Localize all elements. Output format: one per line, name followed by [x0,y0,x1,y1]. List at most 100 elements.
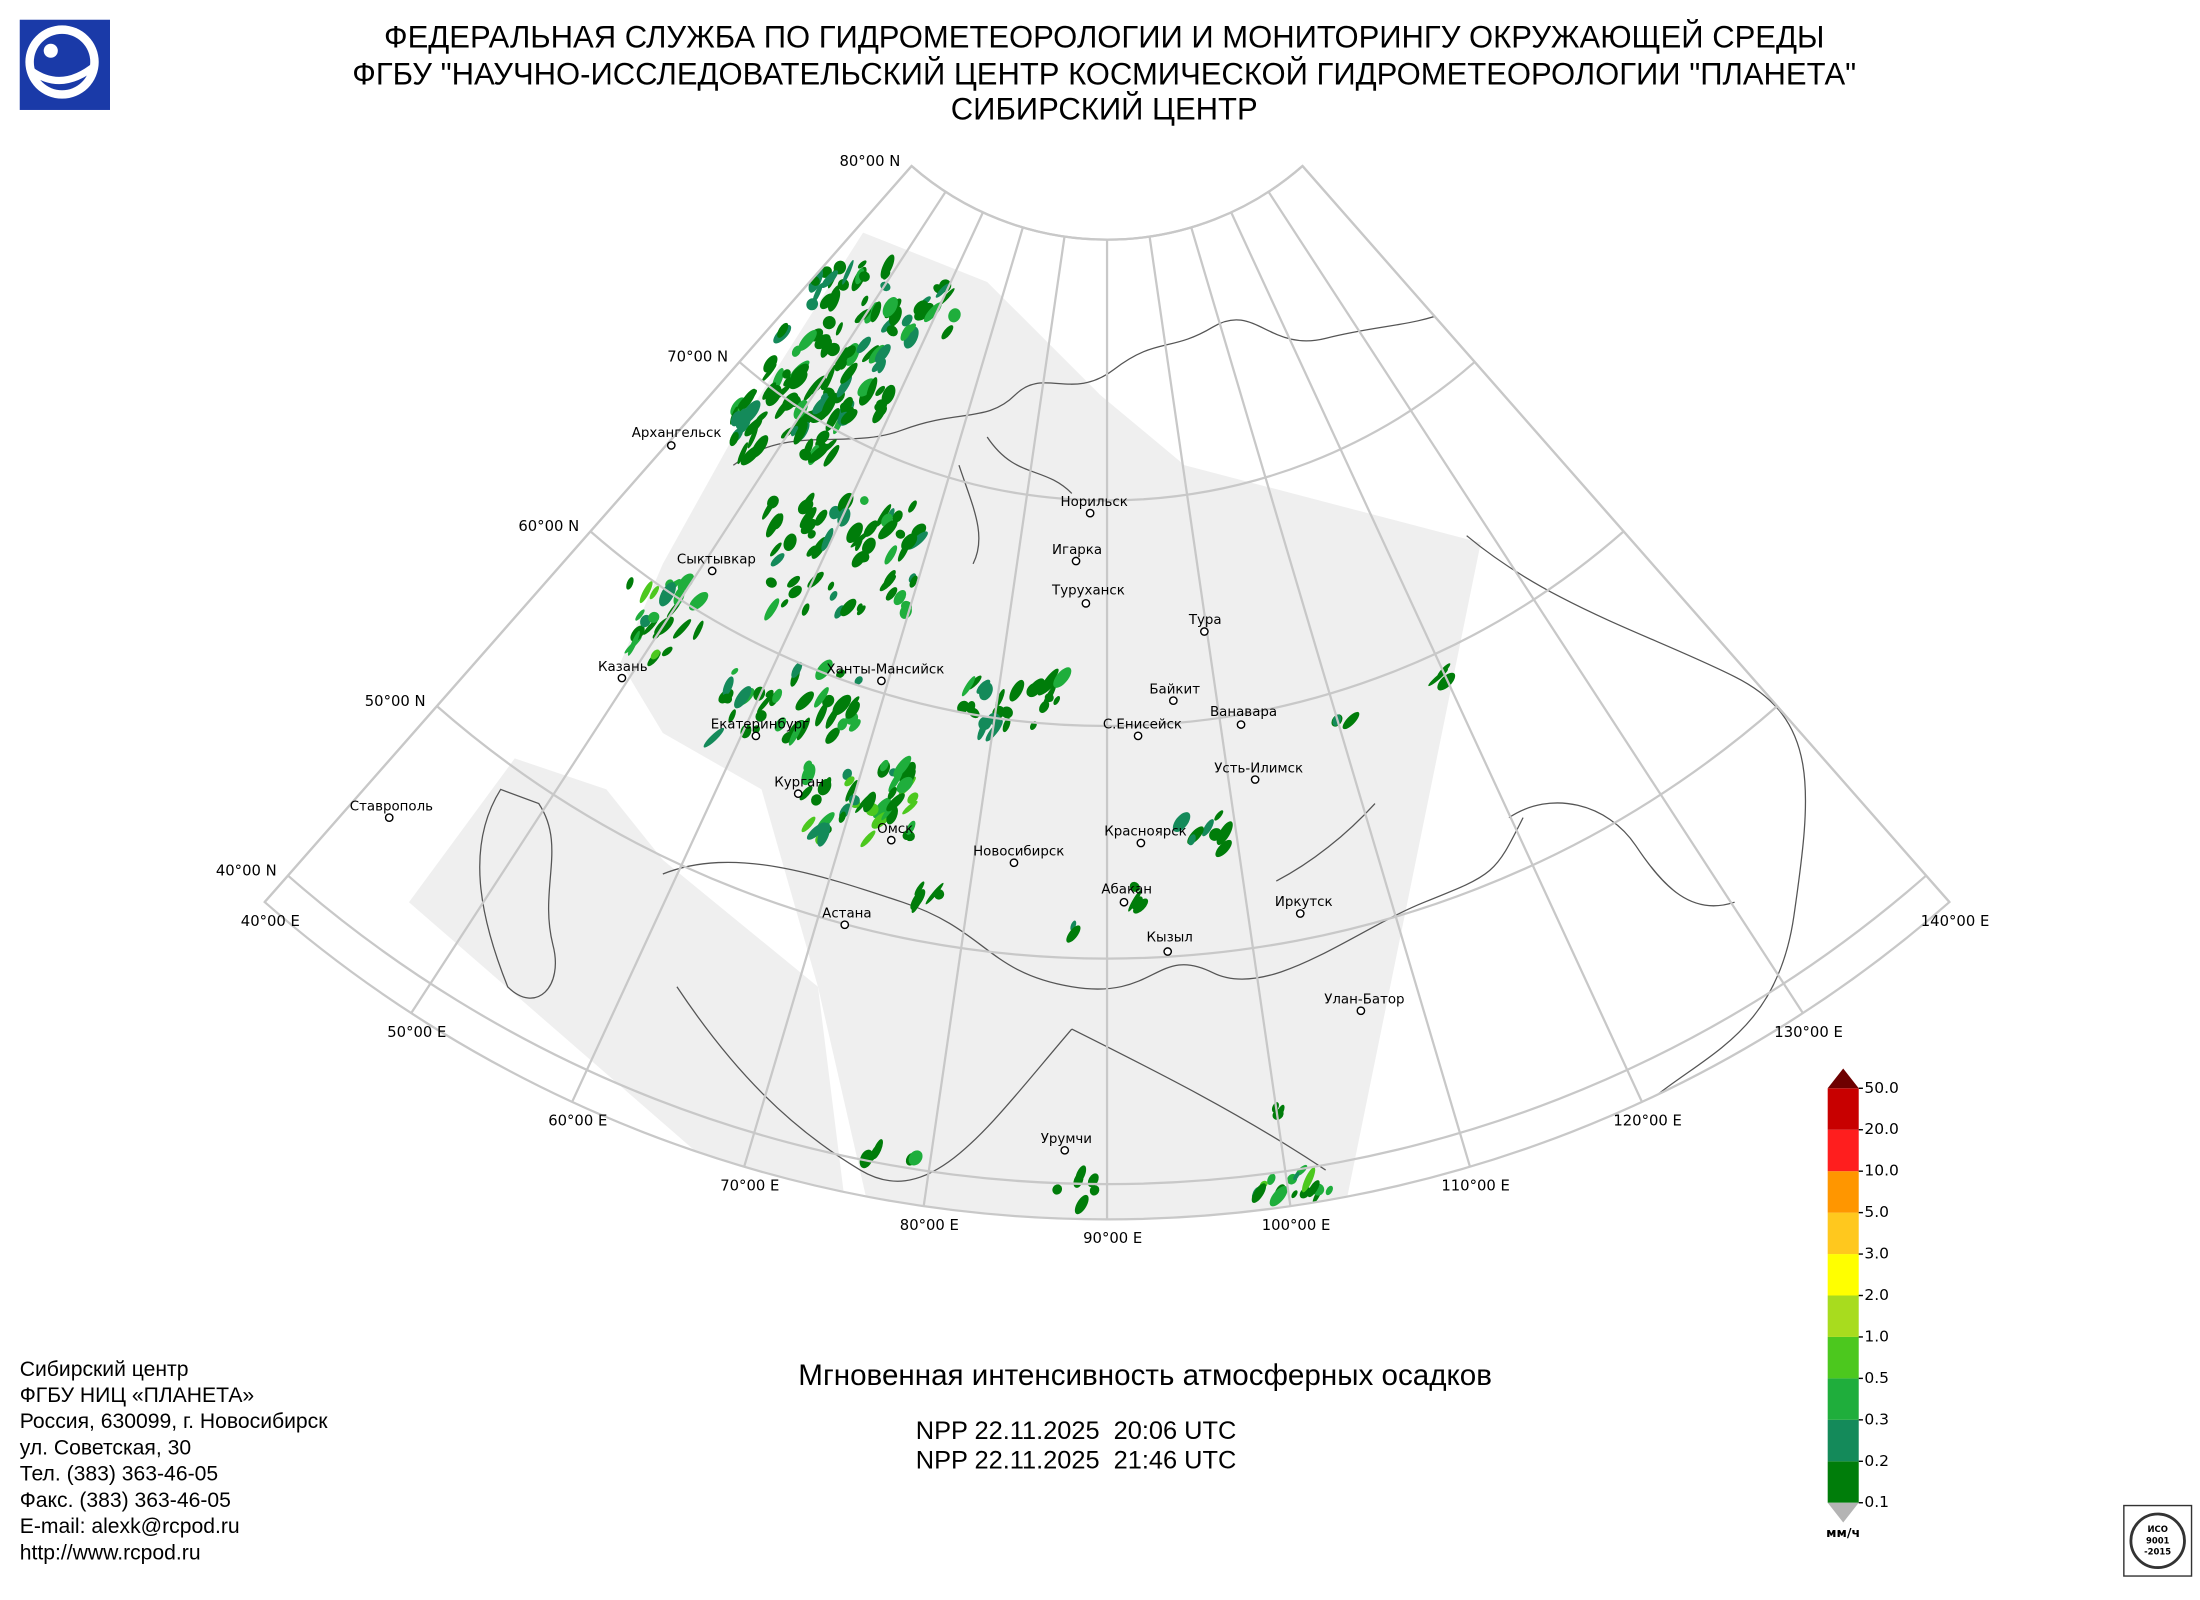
precip-cell [812,283,823,303]
graticule: 80°00 N 70°00 N 60°00 N 50°00 N 40°00 N 40°00… [216,153,1989,1247]
meridian [1230,211,1644,1103]
precip-cell [845,780,859,802]
precip-cell [893,590,907,606]
footer-line: Тел. (383) 363-46-05 [20,1463,218,1486]
precip-cell [1053,667,1072,688]
precip-cell [770,542,782,557]
precip-cell [896,776,913,794]
precip-cell [859,271,870,282]
city-marker [793,789,803,799]
precip-cell [985,719,1003,742]
precip-cell [808,443,830,463]
precip-cell [790,425,799,437]
precip-cell [722,676,734,697]
city-marker [1081,598,1091,608]
cities: Архангельск Сыктывкар Казань Екатеринбург Ха… [350,426,1405,1155]
precip-cell [887,787,897,800]
meridian [743,227,1024,1168]
precip-cell [882,296,898,318]
precip-cell [773,513,784,530]
precip-cell [799,448,812,461]
city-label: Ванавара [1210,705,1277,720]
precip-cell [979,682,993,701]
precip-cell [1267,1173,1276,1186]
city-label: С.Енисейск [1103,718,1182,733]
city-label: Курган [774,775,824,790]
meridian [1301,165,1951,903]
footer-line: ФГБУ НИЦ «ПЛАНЕТА» [20,1384,254,1407]
precip-cell [731,668,739,675]
precip-cell [1301,1167,1316,1193]
precip-cell [734,686,752,709]
precip-cell [765,577,777,588]
city-label: Урумчи [1041,1132,1092,1147]
precip-cell [911,892,924,914]
precip-cell [814,509,828,526]
precip-cell [850,530,871,548]
city-marker [707,566,717,576]
precip-cell [878,519,898,540]
footer-line: Россия, 630099, г. Новосибирск [20,1410,328,1433]
precip-cell [1074,1194,1089,1215]
precip-cell [933,889,945,900]
meridian [571,211,984,1103]
footer-line: Сибирский центр [20,1358,189,1381]
precip-cell [1026,682,1041,698]
meridian-label: 50°00 E [387,1024,446,1041]
precip-cell [837,718,848,731]
colorbar-unit: мм/ч [1826,1525,1860,1540]
precip-cell [1214,810,1224,821]
precip-cell [1293,1171,1300,1181]
precip-cell [747,426,758,449]
precip-cell [829,505,841,520]
border [662,817,1524,990]
precip-cell [856,336,872,354]
precip-cell [886,325,898,337]
precip-cell [845,701,860,719]
city-marker [840,920,850,930]
precip-cell [923,302,942,323]
swath [620,232,1481,1220]
precip-cell [807,530,816,539]
city-label: Новосибирск [973,843,1064,859]
city-marker [666,441,676,450]
colorbar-label: 0.2 [1864,1452,1889,1470]
precip-cell [1075,1165,1087,1184]
city-label: Кызыл [1147,930,1193,945]
precip-cell [821,270,839,289]
colorbar-band [1827,1461,1859,1503]
city-marker [1071,556,1081,566]
precip-cell [801,492,815,512]
precip-cell [721,693,733,704]
precip-cell [884,545,898,565]
precip-cell [757,694,773,713]
colorbar-band [1827,1336,1859,1379]
meridian-label: 140°00 E [1921,913,1990,930]
precip-cell [839,402,849,412]
precip-cell [740,724,752,739]
colorbar-label: 20.0 [1864,1120,1899,1138]
precip-cell [900,324,912,341]
city-marker [1163,947,1173,956]
colorbar-label: 0.5 [1864,1369,1889,1387]
precip-cell [761,267,778,288]
precip-cell [895,529,906,539]
precip-cell [1129,881,1140,892]
precip-cell [1215,839,1232,858]
precip-cell [851,551,866,568]
precip-cell [836,669,846,679]
precip-cell [777,322,789,338]
colorbar-band [1827,1378,1859,1420]
precip-cell [957,700,969,714]
precip-cell [832,1194,846,1217]
colorbar-label: 0.3 [1864,1410,1889,1428]
parallel-label: 70°00 N [667,349,728,366]
precip-cell [730,411,743,427]
precip-cell [1066,925,1081,943]
precip-cell [788,585,802,599]
city-marker [1136,838,1146,848]
city-label: Игарка [1052,543,1102,558]
precip-cell [814,334,831,350]
precip-cell [1307,1180,1320,1198]
